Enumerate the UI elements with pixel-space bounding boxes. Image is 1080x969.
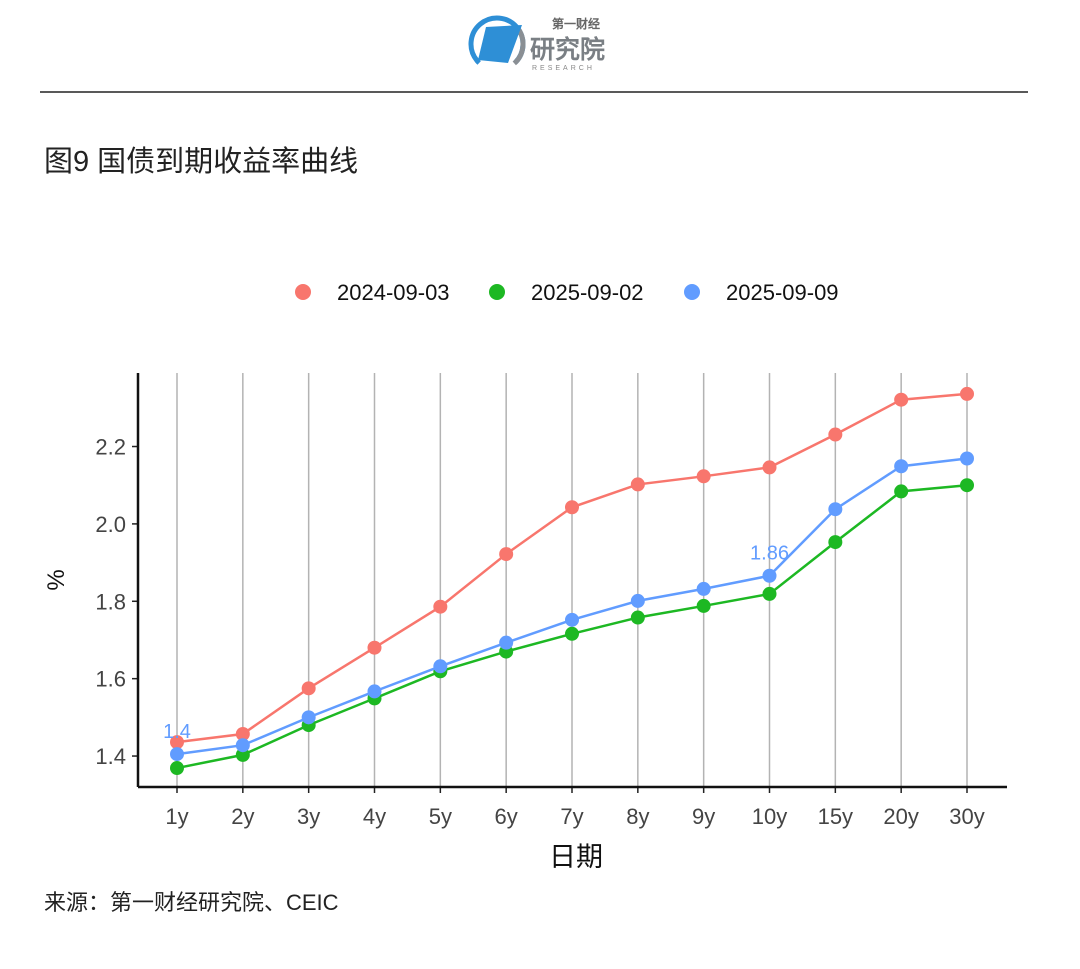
x-tick-label: 4y [363, 804, 386, 829]
x-tick-label: 3y [297, 804, 320, 829]
x-tick-label: 15y [818, 804, 853, 829]
y-tick-label: 2.0 [95, 512, 126, 537]
data-point [828, 502, 843, 517]
data-point [762, 568, 777, 583]
data-label: 1.4 [163, 721, 191, 743]
data-point [235, 747, 250, 762]
data-point [301, 710, 316, 725]
data-point [630, 610, 645, 625]
data-point [433, 599, 448, 614]
data-point [762, 460, 777, 475]
legend-marker [489, 284, 505, 300]
data-point [170, 747, 184, 762]
data-point [630, 593, 645, 608]
x-tick-label: 8y [626, 804, 649, 829]
data-point [696, 581, 711, 596]
grid [176, 373, 968, 787]
data-point [170, 735, 184, 750]
data-point [565, 626, 579, 641]
legend-marker [684, 284, 700, 300]
logo: 第一财经 研究院 RESEARCH [468, 15, 605, 73]
y-tick-label: 1.8 [95, 589, 126, 614]
data-point [828, 427, 843, 442]
data-point [696, 469, 711, 484]
data-point [960, 386, 974, 401]
x-tick-label: 7y [560, 804, 583, 829]
svg-text:研究院: 研究院 [530, 35, 605, 64]
data-point [565, 500, 579, 515]
data-point [235, 726, 250, 741]
data-point [696, 598, 711, 613]
x-tick-label: 10y [752, 804, 787, 829]
data-point [367, 684, 382, 699]
data-point [499, 547, 514, 562]
legend: 2024-09-03 2025-09-02 2025-09-09 [295, 280, 839, 305]
figure-title: 图9 国债到期收益率曲线 [44, 145, 358, 178]
legend-label: 2025-09-09 [726, 280, 839, 305]
svg-text:RESEARCH: RESEARCH [532, 65, 595, 72]
data-point [630, 477, 645, 492]
x-axis-label: 日期 [549, 842, 603, 872]
x-tick-label: 30y [949, 804, 984, 829]
data-point [960, 451, 974, 466]
data-point [894, 484, 909, 499]
x-tick-label: 5y [429, 804, 452, 829]
y-axis-label: % [43, 569, 70, 590]
y-tick-label: 1.6 [95, 667, 126, 692]
data-point [565, 612, 579, 627]
x-tick-label: 6y [495, 804, 518, 829]
data-point [301, 681, 316, 696]
data-point [894, 459, 909, 474]
data-point [828, 535, 843, 550]
x-tick-label: 9y [692, 804, 715, 829]
data-point [960, 478, 974, 493]
y-tick-label: 1.4 [95, 744, 126, 769]
x-tick-label: 20y [883, 804, 918, 829]
data-point [894, 392, 909, 407]
x-tick-label: 1y [165, 804, 188, 829]
x-tick-label: 2y [231, 804, 254, 829]
svg-text:第一财经: 第一财经 [552, 16, 600, 31]
data-point [170, 761, 184, 776]
legend-label: 2025-09-02 [531, 280, 644, 305]
series-layer: 1.4 1.86 [163, 386, 974, 776]
data-point [367, 640, 382, 655]
data-point [499, 635, 514, 650]
data-point [762, 586, 777, 601]
axes: 1y 2y 3y 4y 5y 6y 7y 8y 9y 10y 15y 20y 30y 1.4 1.6 1.8 2… [95, 373, 1007, 829]
source-note: 来源：第一财经研究院、CEIC [44, 890, 339, 915]
data-point [235, 738, 250, 753]
legend-marker [295, 284, 311, 300]
data-point [433, 659, 448, 674]
y-tick-label: 2.2 [95, 435, 126, 460]
legend-label: 2024-09-03 [337, 280, 450, 305]
data-label: 1.86 [750, 543, 789, 565]
